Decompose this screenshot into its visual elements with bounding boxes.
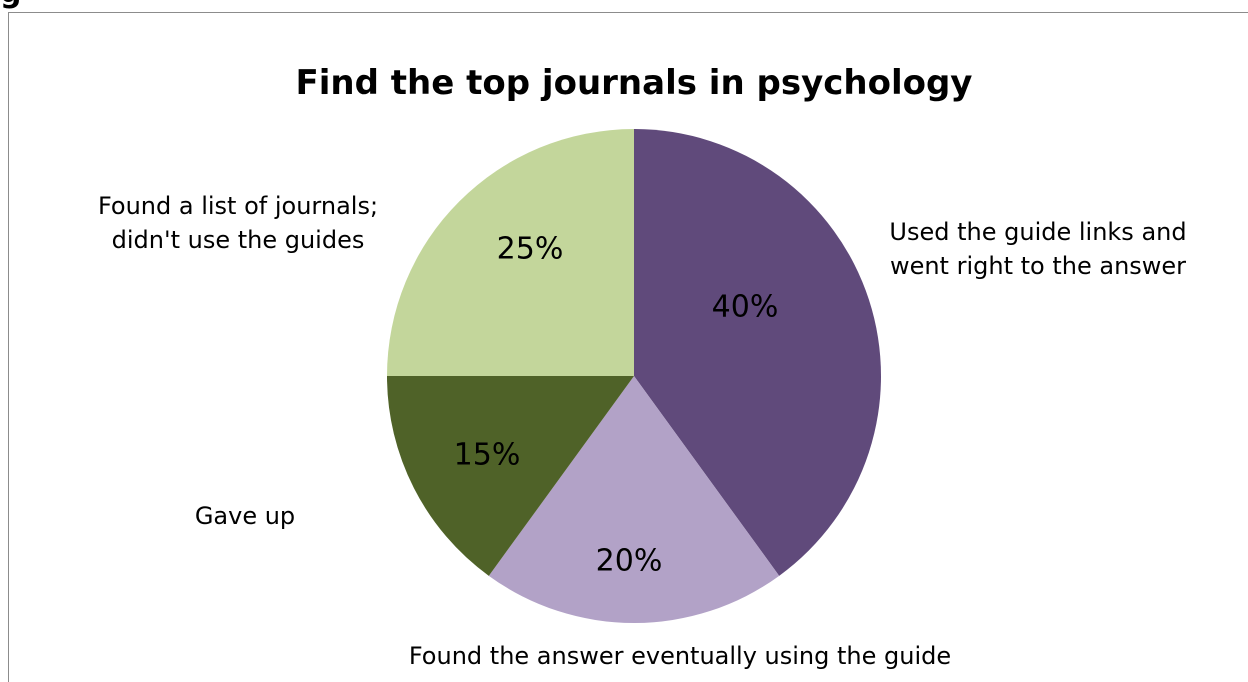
page-heading-fragment: g <box>0 0 21 8</box>
slice-category-label-line: went right to the answer <box>890 252 1186 280</box>
slice-category-label-2: Found the answer eventually using the gu… <box>409 642 951 670</box>
slice-category-label-4: Found a list of journals; didn't use the … <box>98 192 378 254</box>
pie-slice-2 <box>488 376 780 623</box>
slice-value-label-4: 25% <box>497 232 564 267</box>
slice-value-label-2: 20% <box>596 544 663 579</box>
slice-category-label-line: Used the guide links and <box>889 218 1186 246</box>
slice-category-label-line: Found a list of journals; <box>98 192 378 220</box>
slice-category-label-line: didn't use the guides <box>112 226 365 254</box>
slice-category-label-3: Gave up <box>195 502 295 530</box>
slice-value-label-1: 40% <box>712 290 779 325</box>
slice-category-label-line: Found the answer eventually using the gu… <box>409 642 951 670</box>
pie-slice-4 <box>387 129 634 376</box>
slice-value-label-3: 15% <box>454 438 521 473</box>
slice-category-label-line: Gave up <box>195 502 295 530</box>
slice-category-label-1: Used the guide links and went right to th… <box>889 218 1186 280</box>
chart-area <box>8 12 1248 682</box>
pie-slice-3 <box>387 376 634 576</box>
chart-title: Find the top journals in psychology <box>296 63 973 103</box>
pie-slice-1 <box>634 129 882 576</box>
